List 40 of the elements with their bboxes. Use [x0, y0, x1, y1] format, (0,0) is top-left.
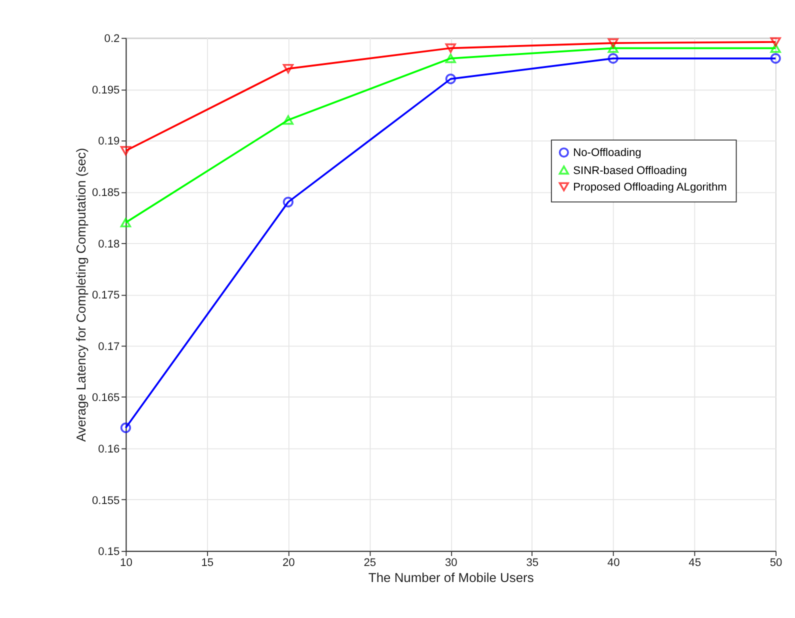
- point: [770, 53, 781, 64]
- x-tick-label: 35: [526, 557, 539, 570]
- x-tick-label: 20: [282, 557, 295, 570]
- x-tick-label: 45: [688, 557, 701, 570]
- point: [120, 422, 132, 434]
- point: [445, 74, 456, 84]
- point: [445, 43, 456, 53]
- y-tick-label: 0.2: [104, 33, 120, 46]
- point: [770, 43, 781, 53]
- legend-label: Proposed Offloading ALgorithm: [573, 181, 727, 194]
- y-tick-label: 0.18: [98, 238, 120, 250]
- x-tick-label: 50: [770, 557, 782, 570]
- x-tick-label: 15: [201, 557, 214, 570]
- x-tick-label: 10: [120, 557, 132, 570]
- point: [120, 218, 132, 228]
- y-tick-label: 0.19: [98, 136, 120, 148]
- point: [770, 37, 781, 47]
- point: [282, 64, 294, 74]
- x-tick-label: 30: [444, 557, 458, 570]
- y-tick-label: 0.16: [98, 443, 120, 456]
- x-tick-label: 25: [364, 557, 376, 570]
- y-tick-label: 0.17: [98, 340, 120, 353]
- x-axis-title: The Number of Mobile Users: [368, 570, 534, 585]
- y-tick-label: 0.165: [92, 392, 120, 404]
- y-tick-label: 0.195: [92, 84, 120, 96]
- y-axis-title: Average Latency for Completing Computation (sec): [73, 148, 88, 442]
- point: [282, 115, 294, 125]
- point: [608, 53, 618, 64]
- legend-label: No-Offloading: [573, 147, 642, 160]
- y-tick-label: 0.155: [92, 494, 120, 507]
- y-tick-label: 0.15: [98, 546, 120, 558]
- x-tick-label: 40: [607, 557, 620, 570]
- legend-label: SINR-based Offloading: [573, 164, 687, 177]
- point: [608, 43, 618, 53]
- y-tick-label: 0.185: [92, 186, 120, 199]
- point: [282, 196, 294, 208]
- point: [120, 146, 132, 156]
- y-tick-label: 0.175: [92, 290, 120, 302]
- point: [608, 38, 618, 48]
- point: [445, 54, 456, 64]
